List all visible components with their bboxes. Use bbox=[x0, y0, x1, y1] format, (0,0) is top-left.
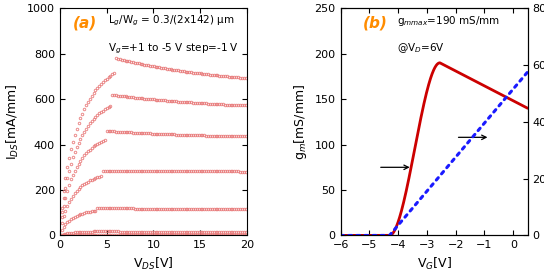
Y-axis label: g$_m$[mS/mm]: g$_m$[mS/mm] bbox=[292, 84, 309, 160]
Text: @V$_D$=6V: @V$_D$=6V bbox=[397, 41, 444, 55]
X-axis label: V$_{DS}$[V]: V$_{DS}$[V] bbox=[133, 256, 174, 272]
Text: L$_g$/W$_g$ = 0.3/(2x142) μm: L$_g$/W$_g$ = 0.3/(2x142) μm bbox=[108, 14, 235, 28]
Text: (b): (b) bbox=[363, 15, 388, 30]
Text: V$_g$=+1 to -5 V step=-1 V: V$_g$=+1 to -5 V step=-1 V bbox=[108, 41, 239, 56]
Text: (a): (a) bbox=[73, 15, 97, 30]
Text: g$_{mmax}$=190 mS/mm: g$_{mmax}$=190 mS/mm bbox=[397, 14, 500, 28]
X-axis label: V$_G$[V]: V$_G$[V] bbox=[417, 256, 452, 272]
Y-axis label: I$_{DS}$[mA/mm]: I$_{DS}$[mA/mm] bbox=[5, 84, 21, 160]
